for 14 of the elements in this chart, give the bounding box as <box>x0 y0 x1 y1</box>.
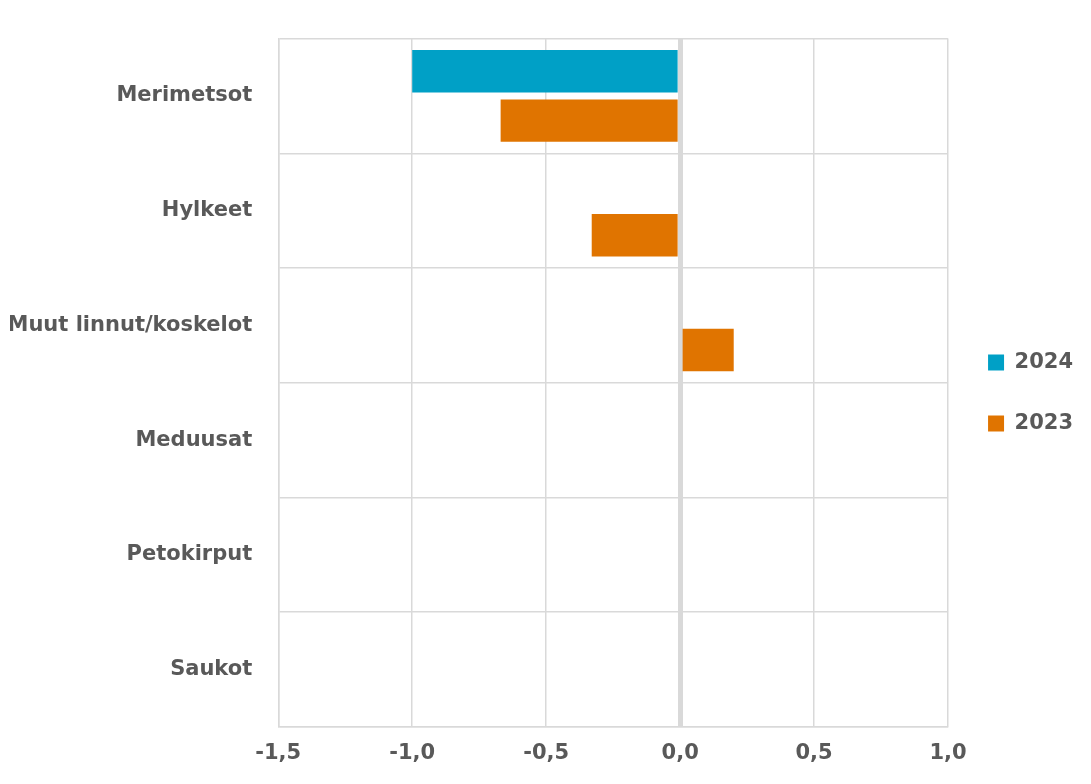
x-tick-label: 1,0 <box>929 739 967 764</box>
y-tick-label: Saukot <box>170 655 253 680</box>
legend-label: 2024 <box>1014 348 1074 373</box>
y-tick-label: Merimetsot <box>116 82 253 107</box>
y-tick-label: Petokirput <box>126 541 253 566</box>
legend-label: 2023 <box>1014 409 1074 434</box>
x-tick-label: 0,0 <box>661 739 699 764</box>
x-tick-label: -0,5 <box>523 739 570 764</box>
y-tick-label: Meduusat <box>135 426 253 451</box>
x-tick-label: -1,0 <box>389 739 436 764</box>
x-tick-label: 0,5 <box>795 739 833 764</box>
y-tick-label: Hylkeet <box>161 197 253 222</box>
x-tick-label: -1,5 <box>255 739 302 764</box>
y-tick-label: Muut linnut/koskelot <box>7 311 253 336</box>
